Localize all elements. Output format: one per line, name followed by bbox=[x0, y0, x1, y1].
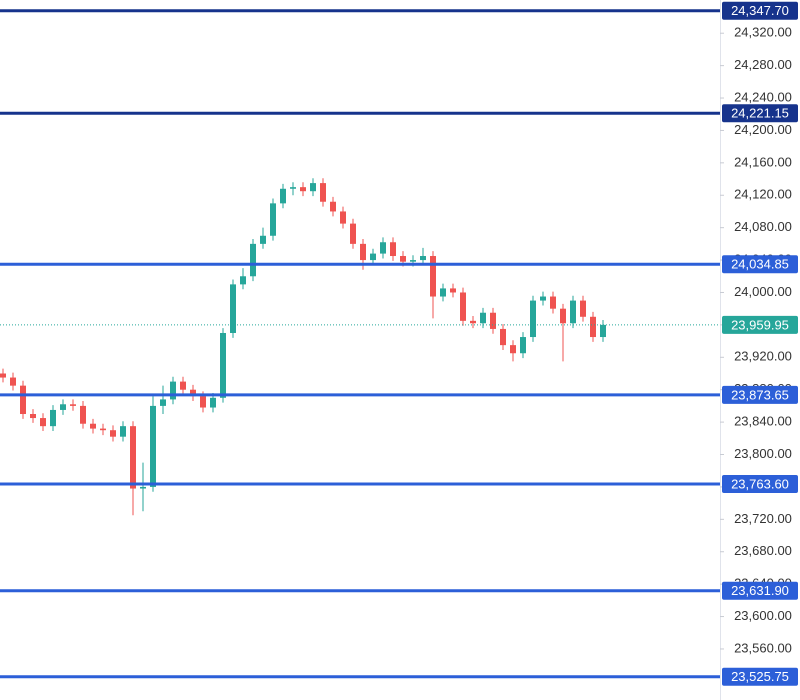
price-tag bbox=[722, 104, 798, 123]
y-tick-label: 23,720.00 bbox=[734, 511, 792, 526]
candle-body bbox=[130, 426, 136, 489]
candle-body bbox=[330, 201, 336, 212]
y-tick-label: 24,160.00 bbox=[734, 154, 792, 169]
price-tag bbox=[722, 581, 798, 600]
y-tick-label: 24,320.00 bbox=[734, 25, 792, 40]
y-tick-label: 24,200.00 bbox=[734, 122, 792, 137]
candle-body bbox=[410, 260, 416, 262]
candle-body bbox=[390, 242, 396, 257]
candle-body bbox=[500, 328, 506, 346]
candle-body bbox=[550, 296, 556, 309]
candle-body bbox=[600, 324, 606, 338]
candle-body bbox=[420, 256, 426, 261]
candle-body bbox=[90, 423, 96, 429]
y-tick-label: 23,840.00 bbox=[734, 414, 792, 429]
candle-body bbox=[80, 405, 86, 424]
price-label: 23,873.65 bbox=[731, 387, 789, 402]
candle-body bbox=[590, 316, 596, 338]
price-tag bbox=[722, 475, 798, 494]
candle-body bbox=[220, 332, 226, 398]
candle-body bbox=[170, 381, 176, 400]
y-tick-label: 23,800.00 bbox=[734, 446, 792, 461]
y-tick-label: 23,920.00 bbox=[734, 349, 792, 364]
candle-body bbox=[30, 414, 36, 419]
candle-body bbox=[320, 183, 326, 202]
candle-body bbox=[210, 397, 216, 408]
y-tick-label: 24,280.00 bbox=[734, 57, 792, 72]
y-tick-label: 24,120.00 bbox=[734, 187, 792, 202]
candle-body bbox=[60, 404, 66, 410]
candle-body bbox=[580, 300, 586, 317]
candle-body bbox=[370, 253, 376, 261]
candle-body bbox=[70, 404, 76, 406]
candle-body bbox=[110, 430, 116, 437]
candle-body bbox=[510, 345, 516, 354]
candle-body bbox=[50, 409, 56, 427]
price-tag bbox=[722, 385, 798, 404]
candle-body bbox=[10, 377, 16, 386]
candle-body bbox=[140, 486, 146, 489]
candle-body bbox=[20, 385, 26, 415]
candle-body bbox=[570, 300, 576, 324]
candle-body bbox=[450, 288, 456, 293]
candle-body bbox=[480, 312, 486, 324]
price-label: 23,631.90 bbox=[731, 583, 789, 598]
price-label: 23,525.75 bbox=[731, 669, 789, 684]
candle-body bbox=[400, 256, 406, 262]
candle-body bbox=[380, 242, 386, 254]
candle-body bbox=[290, 187, 296, 189]
price-label: 23,763.60 bbox=[731, 476, 789, 491]
candle-body bbox=[250, 243, 256, 277]
candle-body bbox=[0, 373, 6, 378]
current-price-label: 23,959.95 bbox=[731, 317, 789, 332]
candle-body bbox=[520, 337, 526, 354]
price-tag bbox=[722, 667, 798, 686]
candle-body bbox=[240, 276, 246, 285]
candle-body bbox=[300, 187, 306, 192]
candle-body bbox=[150, 405, 156, 487]
y-tick-label: 23,680.00 bbox=[734, 543, 792, 558]
y-tick-label: 24,240.00 bbox=[734, 89, 792, 104]
candle-body bbox=[440, 288, 446, 297]
candle-body bbox=[200, 396, 206, 408]
candle-body bbox=[430, 256, 436, 297]
candle-body bbox=[530, 300, 536, 338]
y-tick-label: 24,000.00 bbox=[734, 284, 792, 299]
candle-body bbox=[120, 426, 126, 437]
current-price-tag bbox=[722, 315, 798, 334]
y-tick-label: 24,080.00 bbox=[734, 219, 792, 234]
candle-body bbox=[460, 292, 466, 321]
candle-body bbox=[260, 235, 266, 244]
candle-body bbox=[190, 389, 196, 397]
price-tag bbox=[722, 255, 798, 274]
candle-body bbox=[280, 188, 286, 204]
candle-body bbox=[470, 320, 476, 324]
price-label: 24,034.85 bbox=[731, 257, 789, 272]
candle-body bbox=[40, 418, 46, 427]
candle-body bbox=[160, 399, 166, 406]
candle-body bbox=[270, 203, 276, 236]
candle-body bbox=[230, 284, 236, 333]
candle-body bbox=[360, 243, 366, 261]
y-tick-label: 23,560.00 bbox=[734, 640, 792, 655]
candle-body bbox=[490, 312, 496, 329]
candle-body bbox=[560, 308, 566, 324]
candle-body bbox=[350, 223, 356, 244]
candle-body bbox=[540, 296, 546, 301]
candle-body bbox=[180, 381, 186, 390]
price-label: 24,221.15 bbox=[731, 106, 789, 121]
candle-body bbox=[310, 183, 316, 192]
price-label: 24,347.70 bbox=[731, 3, 789, 18]
candle-body bbox=[100, 428, 106, 431]
price-tag bbox=[722, 1, 798, 20]
candle-body bbox=[340, 211, 346, 224]
y-tick-label: 23,600.00 bbox=[734, 608, 792, 623]
